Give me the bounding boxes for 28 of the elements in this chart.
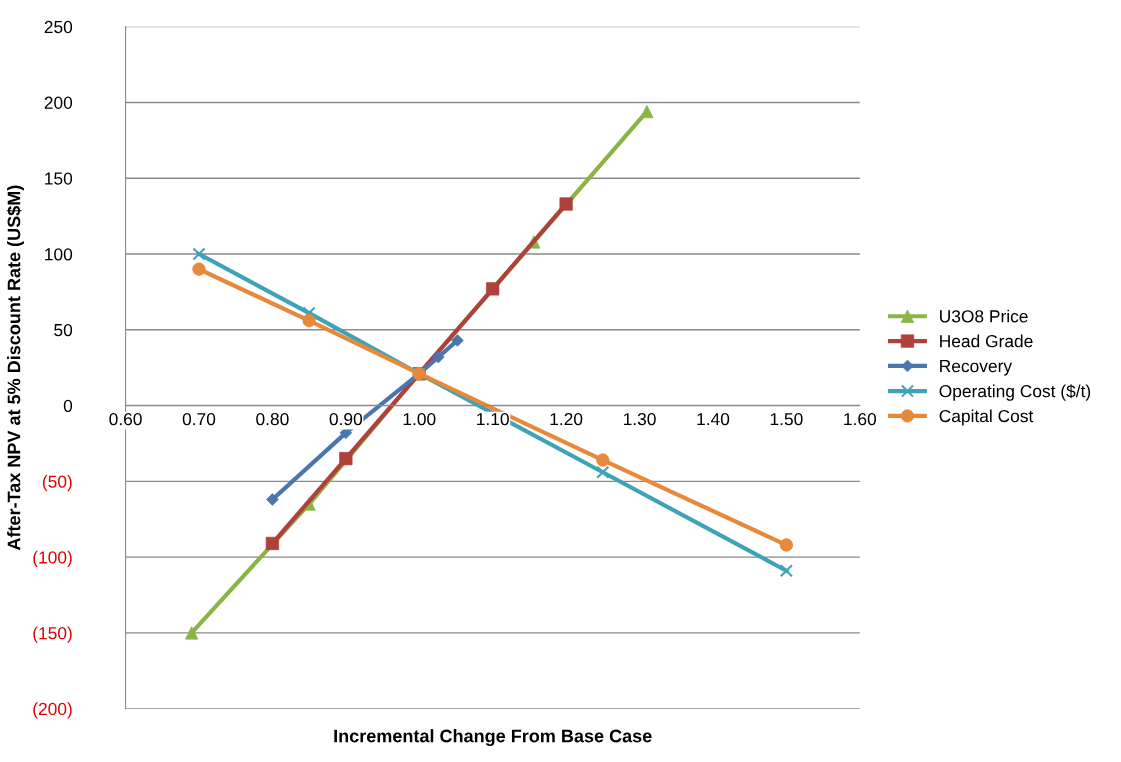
x-tick-label: 0.70: [182, 412, 216, 426]
legend-label: Head Grade: [940, 334, 1033, 348]
y-tick-label: 250: [44, 20, 73, 34]
x-tick-label: 1.20: [550, 412, 583, 426]
y-tick-label: 0: [63, 399, 73, 413]
y-tick-label: 50: [54, 323, 73, 337]
y-tick-label: (200): [33, 702, 72, 719]
y-tick-label: 200: [44, 96, 73, 109]
legend-label: U3O8 Price: [940, 309, 1028, 323]
y-tick-label: (150): [33, 626, 72, 643]
legend-label: Recovery: [940, 360, 1013, 376]
legend-label: Capital Cost: [939, 409, 1034, 426]
y-tick-label: (100): [33, 550, 72, 567]
y-tick-label: 100: [45, 248, 73, 261]
legend-label: Operating Cost ($/t): [939, 384, 1091, 401]
x-tick-label: 0.80: [256, 412, 289, 426]
y-tick-label: 150: [45, 172, 73, 185]
y-tick-label: (50): [42, 475, 72, 492]
x-tick-label: 1.10: [477, 412, 509, 426]
x-tick-label: 0.90: [329, 412, 363, 426]
x-tick-label: 0.60: [109, 412, 142, 426]
x-tick-label: 1.50: [770, 412, 803, 426]
x-tick-label: 1.30: [623, 412, 656, 426]
x-tick-label: 1.60: [844, 412, 877, 426]
x-axis-title: Incremental Change From Base Case: [334, 729, 652, 747]
x-tick-label: 1.40: [697, 412, 730, 426]
y-axis-title: After-Tax NPV at 5% Discount Rate (US$M): [6, 185, 24, 551]
x-tick-label: 1.00: [403, 412, 436, 426]
